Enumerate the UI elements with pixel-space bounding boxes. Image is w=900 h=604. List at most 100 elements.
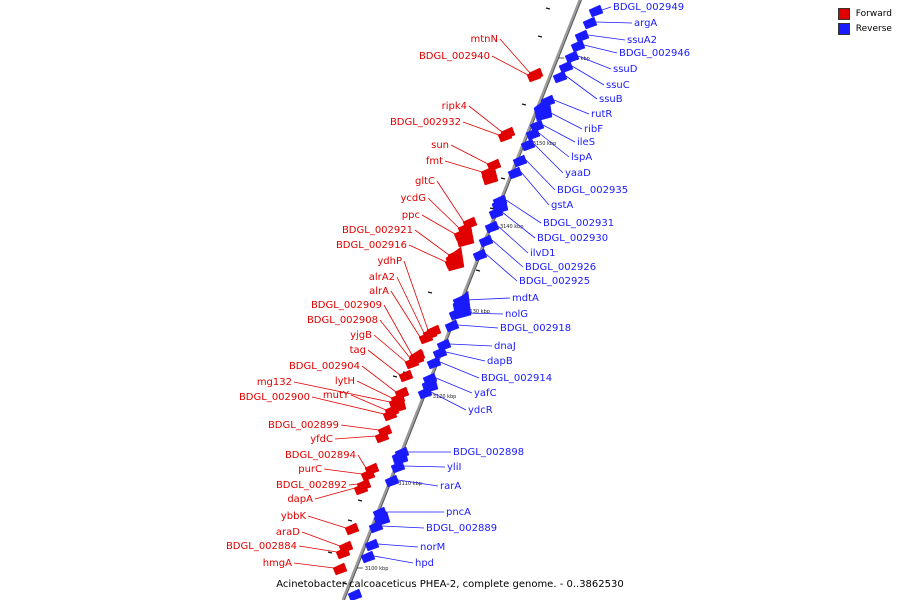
reverse-gene-block (452, 290, 472, 320)
reverse-gene-leader (595, 21, 633, 24)
tick-label: 3140 kbp (500, 224, 524, 230)
reverse-gene-block (520, 138, 536, 152)
forward-gene-label: gltC (415, 176, 435, 187)
reverse-gene-label: mdtA (512, 293, 539, 304)
reverse-gene-leader (577, 55, 612, 70)
forward-gene-leader (468, 105, 503, 133)
reverse-gene-leader (403, 465, 446, 468)
forward-gene-label: BDGL_002932 (390, 117, 461, 128)
noncoding-marker (327, 551, 333, 554)
reverse-gene-block (436, 338, 452, 352)
forward-gene-block (418, 331, 434, 345)
forward-gene-label: BDGL_002894 (285, 450, 356, 461)
forward-gene-leader (436, 180, 465, 223)
forward-gene-leader (350, 394, 387, 411)
reverse-gene-label: pncA (446, 507, 471, 518)
reverse-gene-leader (397, 479, 439, 487)
reverse-gene-block (570, 39, 586, 53)
reverse-gene-label: BDGL_002918 (500, 323, 571, 334)
reverse-gene-block (421, 376, 439, 394)
reverse-gene-block (360, 550, 376, 564)
reverse-gene-block (391, 448, 409, 466)
forward-gene-block (335, 546, 351, 560)
forward-gene-label: dapA (287, 494, 313, 505)
noncoding-marker (537, 35, 543, 38)
forward-gene-label: BDGL_002900 (239, 392, 310, 403)
forward-gene-label: ripk4 (442, 101, 467, 112)
forward-gene-block (481, 168, 499, 186)
legend-reverse-label: Reverse (855, 24, 892, 34)
forward-gene-leader (340, 424, 380, 431)
forward-gene-label: BDGL_002904 (289, 361, 360, 372)
forward-gene-leader (348, 483, 359, 486)
forward-gene-leader (293, 562, 335, 569)
forward-gene-label: BDGL_002909 (311, 300, 382, 311)
reverse-gene-leader (542, 124, 576, 143)
reverse-gene-label: rutR (591, 109, 612, 120)
reverse-gene-label: ssuB (599, 94, 623, 105)
forward-gene-block (374, 430, 390, 444)
reverse-gene-leader (439, 361, 480, 379)
reverse-gene-block (558, 60, 574, 74)
noncoding-marker (500, 177, 506, 180)
reverse-gene-leader (485, 253, 518, 282)
forward-gene-block (332, 562, 348, 576)
tick-label: 3110 kbp (398, 481, 422, 487)
reverse-gene-label: ribF (584, 124, 603, 135)
forward-gene-leader (307, 515, 347, 529)
reverse-gene-label: BDGL_002926 (525, 262, 596, 273)
legend-forward: Forward (837, 8, 892, 20)
forward-gene-leader (334, 435, 377, 440)
reverse-gene-leader (601, 6, 612, 11)
reverse-gene-leader (565, 75, 598, 100)
reverse-gene-label: yafC (474, 388, 497, 399)
forward-gene-leader (499, 38, 531, 74)
reverse-gene-label: BDGL_002931 (543, 218, 614, 229)
reverse-gene-block (552, 70, 568, 84)
forward-gene-label: sun (431, 140, 449, 151)
forward-gene-leader (293, 381, 391, 403)
forward-gene-label: BDGL_002940 (419, 51, 490, 62)
forward-gene-label: lytH (335, 376, 355, 387)
reverse-gene-leader (430, 391, 467, 411)
forward-gene-leader (383, 304, 413, 356)
reverse-gene-block (564, 50, 580, 64)
forward-gene-block (409, 348, 425, 366)
noncoding-marker (342, 582, 348, 585)
reverse-gene-leader (435, 377, 473, 394)
reverse-gene-leader (381, 525, 425, 529)
forward-gene-leader (396, 276, 425, 334)
forward-gene-leader (491, 55, 529, 76)
reverse-gene-leader (583, 44, 618, 54)
reverse-gene-block (472, 248, 488, 262)
reverse-gene-label: rarA (440, 481, 461, 492)
forward-gene-leader (314, 487, 356, 500)
reverse-gene-block (384, 474, 400, 488)
reverse-gene-label: BDGL_002925 (519, 276, 590, 287)
forward-gene-label: alrA2 (369, 272, 395, 283)
tick-label: 3120 kbp (433, 394, 457, 400)
reverse-gene-label: dnaJ (494, 341, 516, 352)
reverse-gene-leader (377, 543, 419, 548)
reverse-gene-block (426, 356, 442, 370)
genome-caption: Acinetobacter calcoaceticus PHEA-2, comp… (276, 579, 624, 590)
forward-gene-leader (367, 349, 401, 376)
reverse-gene-block (491, 195, 509, 215)
forward-gene-block (445, 246, 465, 272)
reverse-gene-leader (373, 555, 414, 564)
forward-gene-block (455, 226, 475, 248)
reverse-gene-label: BDGL_002949 (613, 2, 684, 13)
reverse-gene-block (582, 16, 598, 30)
forward-gene-block (344, 522, 360, 536)
reverse-gene-label: ilvD1 (530, 248, 556, 259)
reverse-gene-leader (491, 239, 524, 268)
forward-gene-leader (311, 396, 385, 415)
tick-label: 3130 kbp (466, 309, 490, 315)
forward-gene-leader (390, 290, 421, 338)
forward-gene-label: BDGL_002921 (342, 225, 413, 236)
reverse-gene-label: lspA (571, 152, 592, 163)
tick-label: 3100 kbp (365, 566, 389, 572)
reverse-gene-leader (465, 297, 511, 301)
forward-gene-block (526, 69, 542, 83)
